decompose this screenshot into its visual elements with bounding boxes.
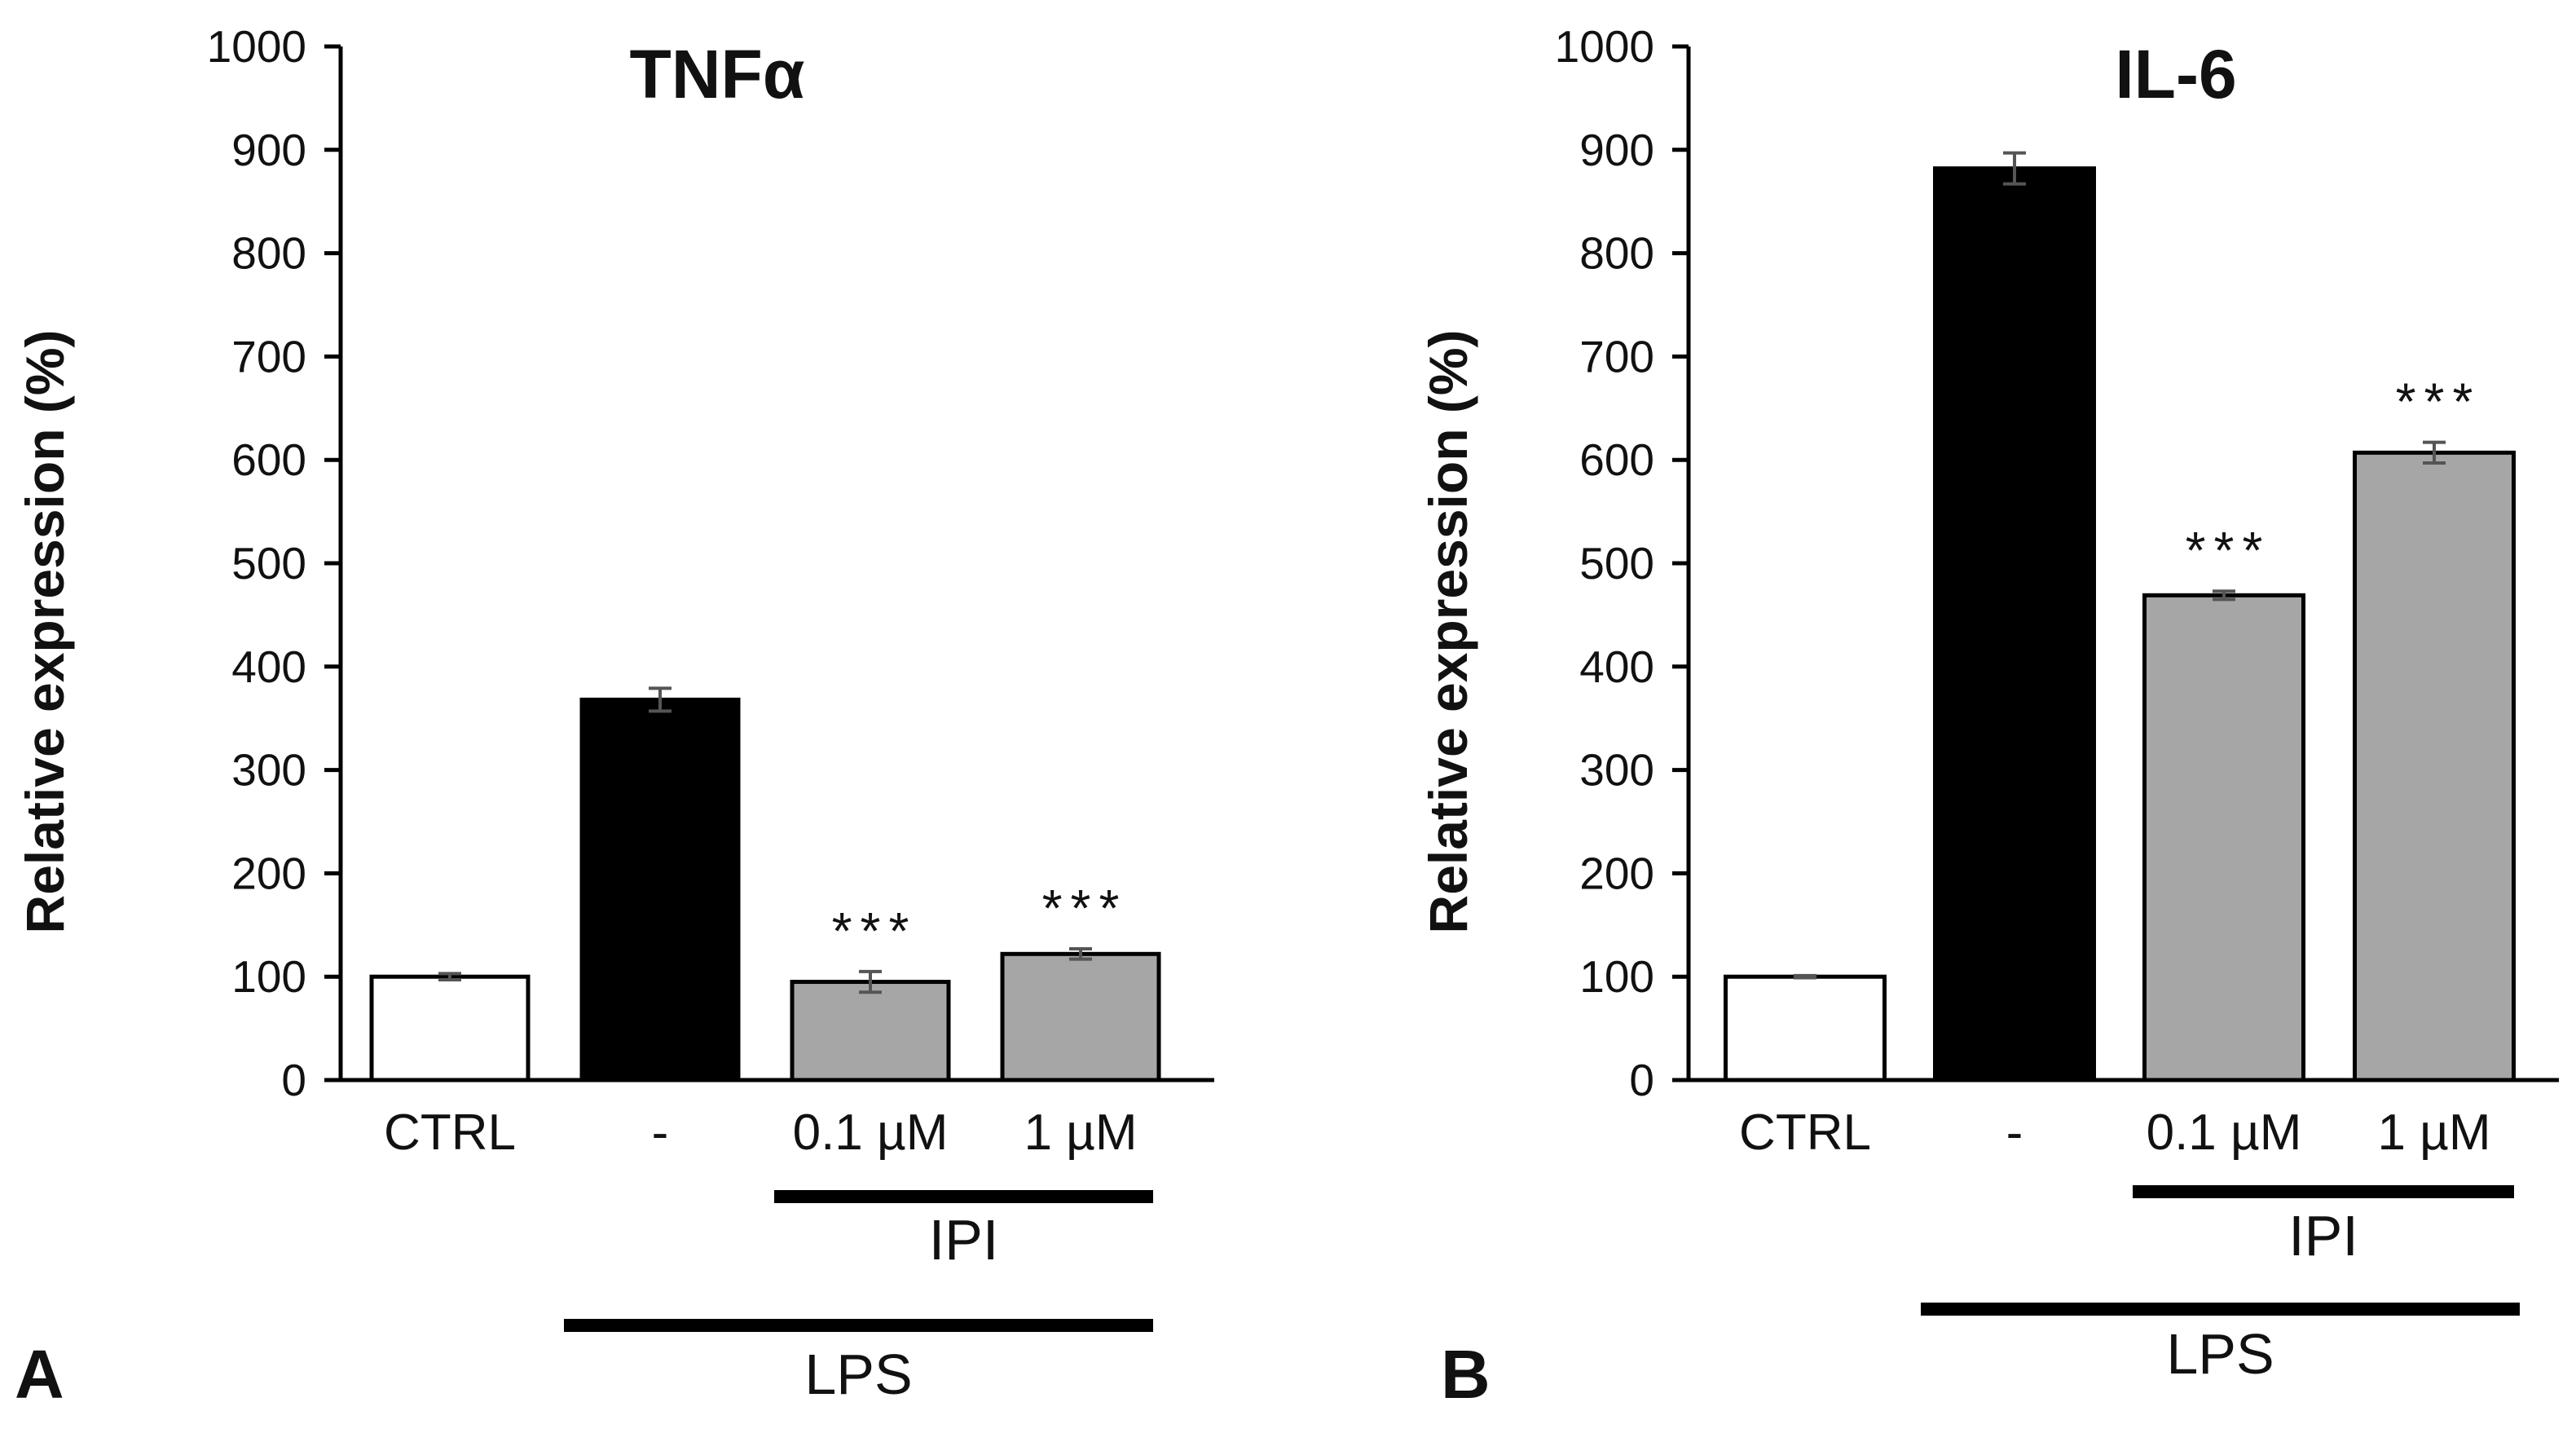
x-tick-label: 1 µM xyxy=(1024,1105,1137,1161)
y-tick-label: 100 xyxy=(1579,951,1654,1002)
x-tick-label: - xyxy=(2006,1105,2023,1161)
y-tick-label: 900 xyxy=(1579,125,1654,175)
bar xyxy=(579,697,741,1082)
panel-a: TNFα Relative expression (%) A 0 100 200 30… xyxy=(15,21,1214,1413)
x-tick-label: CTRL xyxy=(1739,1105,1871,1161)
group-label: LPS xyxy=(2166,1322,2274,1386)
error-bar xyxy=(2423,440,2446,465)
bar xyxy=(2142,593,2305,1082)
y-tick-label: 800 xyxy=(231,228,306,279)
bar xyxy=(2353,450,2516,1082)
group-label: IPI xyxy=(2288,1204,2358,1268)
y-tick-label: 1000 xyxy=(207,21,306,72)
panel-b: IL-6 Relative expression (%) B 0 100 200 30… xyxy=(1418,21,2559,1413)
panel-letter: B xyxy=(1441,1336,1491,1413)
x-tick-label: 0.1 µM xyxy=(793,1105,949,1161)
y-axis-title: Relative expression (%) xyxy=(1418,330,1478,934)
y-axis-title: Relative expression (%) xyxy=(15,330,75,934)
panel-letter: A xyxy=(15,1336,64,1413)
y-tick-label: 600 xyxy=(231,434,306,485)
y-tick-label: 800 xyxy=(1579,228,1654,279)
chart-title: IL-6 xyxy=(2115,36,2236,112)
y-tick-label: 300 xyxy=(1579,745,1654,796)
y-tick-label: 100 xyxy=(231,951,306,1002)
y-tick-label: 0 xyxy=(1629,1055,1654,1105)
x-tick-label: 1 µM xyxy=(2377,1105,2490,1161)
error-bar xyxy=(859,969,882,994)
y-tick-label: 900 xyxy=(231,125,306,175)
error-bar xyxy=(1794,973,1816,980)
y-tick-label: 500 xyxy=(231,538,306,589)
bar xyxy=(1724,974,1887,1082)
y-tick-label: 200 xyxy=(231,848,306,898)
y-tick-label: 400 xyxy=(1579,642,1654,692)
error-bar xyxy=(2003,151,2026,186)
bar xyxy=(369,974,531,1082)
y-tick-label: 700 xyxy=(1579,331,1654,381)
significance-label: *** xyxy=(2396,373,2481,431)
x-tick-label: - xyxy=(652,1105,669,1161)
error-bar xyxy=(649,686,672,713)
y-tick-label: 300 xyxy=(231,745,306,796)
y-tick-label: 0 xyxy=(281,1055,306,1105)
y-tick-label: 1000 xyxy=(1555,21,1654,72)
bar xyxy=(790,980,951,1082)
y-tick-label: 200 xyxy=(1579,848,1654,898)
y-tick-label: 600 xyxy=(1579,434,1654,485)
significance-label: *** xyxy=(2186,521,2271,580)
x-tick-label: CTRL xyxy=(384,1105,516,1161)
bar xyxy=(1933,166,2096,1082)
chart-title: TNFα xyxy=(630,36,805,112)
x-tick-label: 0.1 µM xyxy=(2147,1105,2302,1161)
error-bar xyxy=(2213,589,2235,602)
y-tick-label: 500 xyxy=(1579,538,1654,589)
bar xyxy=(1000,951,1161,1082)
error-bar xyxy=(438,972,461,982)
group-label: IPI xyxy=(929,1208,999,1272)
group-label: LPS xyxy=(804,1343,912,1406)
significance-label: *** xyxy=(832,902,918,960)
significance-label: *** xyxy=(1042,879,1128,937)
error-bar xyxy=(1069,946,1092,961)
y-tick-label: 400 xyxy=(231,642,306,692)
y-tick-label: 700 xyxy=(231,331,306,381)
